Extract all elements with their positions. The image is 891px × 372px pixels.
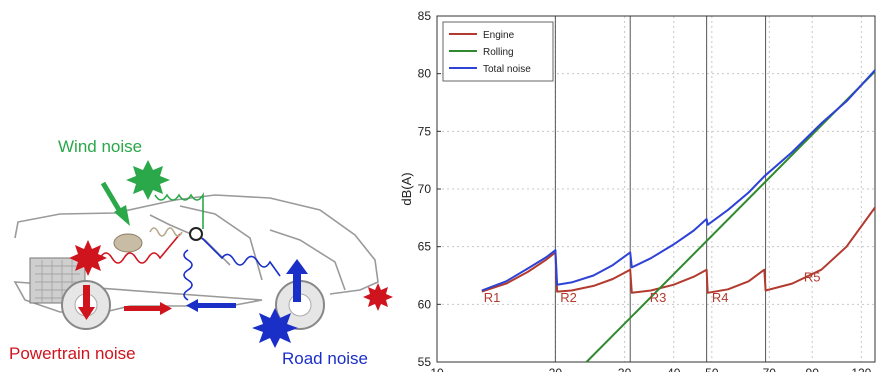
road-noise-label: Road noise (282, 349, 368, 368)
road-path-line (201, 237, 281, 277)
ear-icon (189, 227, 203, 241)
intake-box (113, 233, 143, 253)
car-door-line (269, 229, 346, 291)
car-body-line (14, 194, 379, 295)
x-tick-label: 40 (667, 366, 681, 372)
road-vertical-path (183, 249, 193, 301)
wind-arrow-head (114, 205, 130, 226)
y-tick-label: 70 (418, 182, 432, 196)
x-tick-label: 20 (549, 366, 563, 372)
range-label: R4 (712, 290, 729, 305)
range-label: R5 (804, 269, 821, 284)
wind-path-line (154, 192, 204, 229)
x-tick-label: 10 (430, 366, 444, 372)
y-tick-label: 60 (418, 297, 432, 311)
powertrain-down-head (78, 307, 95, 320)
range-annotations: R1 R2 R3 R4 R5 (484, 269, 821, 305)
legend-entry: Total noise (483, 64, 531, 75)
series-line-rolling (585, 70, 876, 363)
y-tick-label: 85 (418, 9, 432, 23)
powertrain-right-arrow (124, 306, 162, 311)
legend-entry: Rolling (483, 47, 514, 58)
y-axis-label: dB(A) (399, 172, 414, 205)
road-burst-left-icon (252, 308, 298, 348)
car-noise-illustration: Wind noise Powertrain noise Road noise (9, 137, 393, 368)
range-lines (554, 16, 767, 362)
range-label: R1 (484, 290, 501, 305)
car-window-line (179, 205, 263, 281)
powertrain-noise-label: Powertrain noise (9, 344, 136, 363)
wind-noise-label: Wind noise (58, 137, 142, 156)
road-burst-right-icon (363, 283, 393, 311)
engine-block (29, 233, 143, 304)
x-tick-label: 50 (705, 366, 719, 372)
y-tick-label: 80 (418, 67, 432, 81)
powertrain-burst-icon (69, 240, 107, 276)
powertrain-right-head (160, 302, 172, 315)
wind-burst-icon (126, 160, 170, 200)
y-tick-label: 75 (418, 124, 432, 138)
powertrain-down-arrow (83, 285, 90, 309)
y-axis-ticks: 55 60 65 70 75 80 85 (418, 9, 441, 369)
y-tick-label: 65 (418, 240, 432, 254)
y-tick-label: 55 (418, 355, 432, 369)
x-tick-label: 120 (851, 366, 871, 372)
x-axis-ticks: 10 20 30 40 50 70 90 120 (430, 366, 871, 372)
road-left-arrow (196, 303, 236, 308)
range-label: R2 (560, 290, 577, 305)
chart-series (481, 69, 876, 363)
engine-grid (35, 260, 80, 302)
range-label: R3 (650, 290, 667, 305)
road-left-head (186, 299, 198, 312)
x-tick-label: 30 (618, 366, 632, 372)
powertrain-path-line (149, 227, 183, 237)
road-up-arrow (293, 272, 301, 302)
road-up-head (286, 259, 308, 274)
series-line-engine (481, 206, 876, 294)
powertrain-air-path (99, 233, 181, 264)
x-tick-label: 70 (763, 366, 777, 372)
car-roof-line (149, 214, 231, 266)
chart-legend: Engine Rolling Total noise (442, 21, 554, 82)
series-line-total-noise (481, 69, 876, 292)
x-tick-label: 90 (806, 366, 820, 372)
legend-entry: Engine (483, 30, 515, 41)
